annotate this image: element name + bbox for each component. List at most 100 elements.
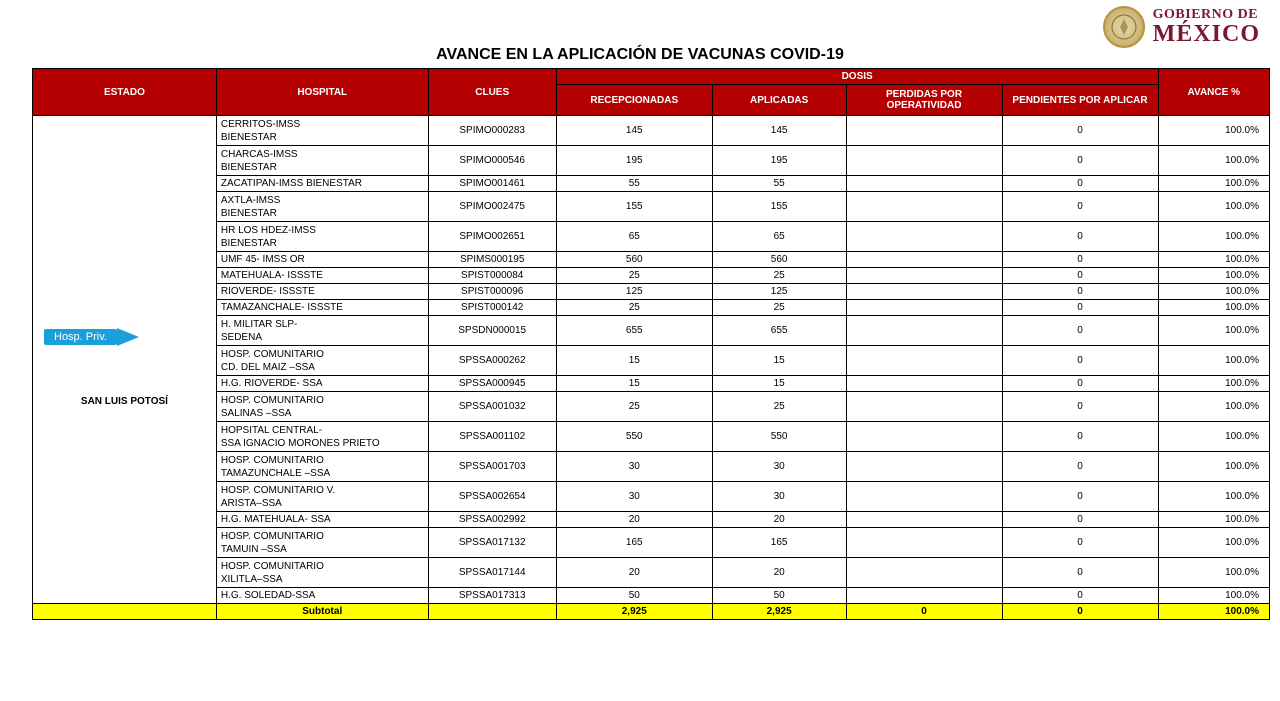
cell-recepcionadas: 125 [556, 284, 712, 300]
table-row: H. MILITAR SLP-SEDENASPSDN00001565565501… [33, 316, 1270, 346]
th-avance: AVANCE % [1158, 69, 1269, 116]
cell-hospital: TAMAZANCHALE- ISSSTE [216, 300, 428, 316]
table-row: CHARCAS-IMSSBIENESTARSPIMO00054619519501… [33, 146, 1270, 176]
cell-clues: SPIMO001461 [428, 176, 556, 192]
cell-aplicadas: 145 [712, 116, 846, 146]
cell-clues: SPIST000096 [428, 284, 556, 300]
cell-hospital: HOPSITAL CENTRAL-SSA IGNACIO MORONES PRI… [216, 422, 428, 452]
subtotal-estado [33, 604, 217, 620]
callout-arrow-icon [117, 328, 139, 346]
cell-hospital: HOSP. COMUNITARIOSALINAS –SSA [216, 392, 428, 422]
cell-perdidas [846, 558, 1002, 588]
cell-hospital: HR LOS HDEZ-IMSSBIENESTAR [216, 222, 428, 252]
cell-clues: SPIMS000195 [428, 252, 556, 268]
table-row: TAMAZANCHALE- ISSSTESPIST00014225250100.… [33, 300, 1270, 316]
gov-text: GOBIERNO DE MÉXICO [1153, 8, 1260, 46]
cell-pendientes: 0 [1002, 192, 1158, 222]
cell-clues: SPIMO002475 [428, 192, 556, 222]
cell-pendientes: 0 [1002, 588, 1158, 604]
cell-hospital: HOSP. COMUNITARIOXILITLA–SSA [216, 558, 428, 588]
cell-recepcionadas: 15 [556, 376, 712, 392]
cell-avance: 100.0% [1158, 588, 1269, 604]
subtotal-pendientes: 0 [1002, 604, 1158, 620]
table-row: HOSP. COMUNITARIOTAMUIN –SSASPSSA0171321… [33, 528, 1270, 558]
subtotal-label: Subtotal [216, 604, 428, 620]
cell-clues: SPSSA017132 [428, 528, 556, 558]
cell-avance: 100.0% [1158, 284, 1269, 300]
subtotal-row: Subtotal2,9252,92500100.0% [33, 604, 1270, 620]
cell-aplicadas: 20 [712, 558, 846, 588]
cell-pendientes: 0 [1002, 300, 1158, 316]
table-header: ESTADO HOSPITAL CLUES DOSIS AVANCE % REC… [33, 69, 1270, 116]
cell-avance: 100.0% [1158, 512, 1269, 528]
cell-recepcionadas: 30 [556, 482, 712, 512]
table-row: HR LOS HDEZ-IMSSBIENESTARSPIMO0026516565… [33, 222, 1270, 252]
cell-recepcionadas: 55 [556, 176, 712, 192]
cell-hospital: ZACATIPAN-IMSS BIENESTAR [216, 176, 428, 192]
cell-avance: 100.0% [1158, 116, 1269, 146]
cell-hospital: HOSP. COMUNITARIOTAMUIN –SSA [216, 528, 428, 558]
th-recepcionadas: RECEPCIONADAS [556, 85, 712, 116]
gov-line2: MÉXICO [1153, 22, 1260, 46]
table-row: H.G. SOLEDAD-SSASPSSA01731350500100.0% [33, 588, 1270, 604]
cell-recepcionadas: 145 [556, 116, 712, 146]
table-row: UMF 45- IMSS ORSPIMS0001955605600100.0% [33, 252, 1270, 268]
cell-recepcionadas: 25 [556, 268, 712, 284]
cell-aplicadas: 195 [712, 146, 846, 176]
cell-clues: SPIMO000283 [428, 116, 556, 146]
cell-aplicadas: 55 [712, 176, 846, 192]
cell-perdidas [846, 482, 1002, 512]
cell-recepcionadas: 30 [556, 452, 712, 482]
cell-avance: 100.0% [1158, 376, 1269, 392]
cell-clues: SPIST000142 [428, 300, 556, 316]
cell-pendientes: 0 [1002, 268, 1158, 284]
cell-perdidas [846, 346, 1002, 376]
subtotal-clues [428, 604, 556, 620]
cell-pendientes: 0 [1002, 316, 1158, 346]
cell-avance: 100.0% [1158, 192, 1269, 222]
th-clues: CLUES [428, 69, 556, 116]
cell-aplicadas: 155 [712, 192, 846, 222]
cell-aplicadas: 25 [712, 300, 846, 316]
cell-recepcionadas: 50 [556, 588, 712, 604]
cell-clues: SPSDN000015 [428, 316, 556, 346]
cell-pendientes: 0 [1002, 252, 1158, 268]
cell-perdidas [846, 392, 1002, 422]
cell-avance: 100.0% [1158, 268, 1269, 284]
cell-pendientes: 0 [1002, 176, 1158, 192]
gov-seal-icon [1103, 6, 1145, 48]
cell-aplicadas: 15 [712, 346, 846, 376]
cell-recepcionadas: 65 [556, 222, 712, 252]
cell-avance: 100.0% [1158, 452, 1269, 482]
cell-clues: SPIST000084 [428, 268, 556, 284]
table-row: HOSP. COMUNITARIOXILITLA–SSASPSSA017144 2… [33, 558, 1270, 588]
cell-clues: SPSSA017313 [428, 588, 556, 604]
cell-perdidas [846, 176, 1002, 192]
table-row: RIOVERDE- ISSSTESPIST0000961251250100.0% [33, 284, 1270, 300]
cell-clues: SPIMO000546 [428, 146, 556, 176]
cell-perdidas [846, 252, 1002, 268]
subtotal-recepcionadas: 2,925 [556, 604, 712, 620]
cell-perdidas [846, 422, 1002, 452]
cell-aplicadas: 65 [712, 222, 846, 252]
cell-pendientes: 0 [1002, 116, 1158, 146]
cell-pendientes: 0 [1002, 392, 1158, 422]
cell-avance: 100.0% [1158, 482, 1269, 512]
subtotal-perdidas: 0 [846, 604, 1002, 620]
cell-clues: SPSSA017144 [428, 558, 556, 588]
th-estado: ESTADO [33, 69, 217, 116]
table-row: H.G. RIOVERDE- SSASPSSA00094515150100.0% [33, 376, 1270, 392]
callout-label: Hosp. Priv. [44, 329, 117, 345]
table-row: MATEHUALA- ISSSTESPIST00008425250100.0% [33, 268, 1270, 284]
cell-hospital: H.G. SOLEDAD-SSA [216, 588, 428, 604]
cell-recepcionadas: 550 [556, 422, 712, 452]
cell-aplicadas: 30 [712, 452, 846, 482]
table-row: HOSP. COMUNITARIO V.ARISTA–SSASPSSA00265… [33, 482, 1270, 512]
cell-avance: 100.0% [1158, 176, 1269, 192]
cell-pendientes: 0 [1002, 346, 1158, 376]
cell-clues: SPSSA002992 [428, 512, 556, 528]
cell-pendientes: 0 [1002, 482, 1158, 512]
th-aplicadas: APLICADAS [712, 85, 846, 116]
cell-avance: 100.0% [1158, 346, 1269, 376]
cell-clues: SPSSA001032 [428, 392, 556, 422]
